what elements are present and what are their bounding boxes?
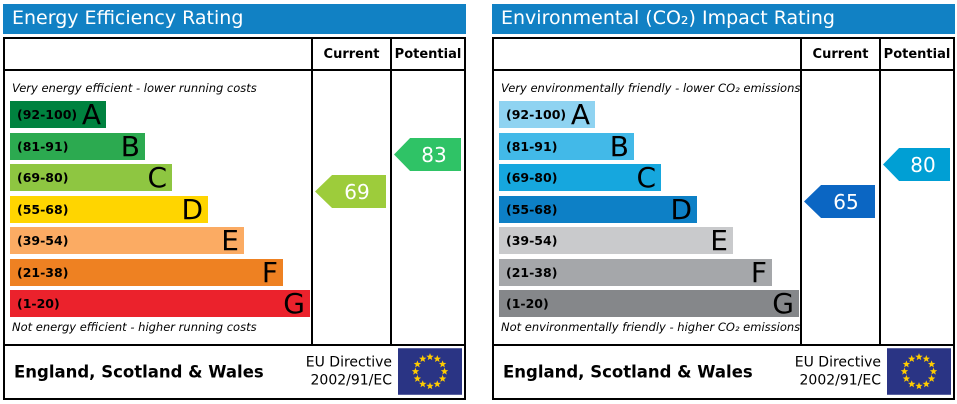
band-c: (69-80) C <box>10 160 172 193</box>
rating-bands: (92-100) A (81-91) B (69-80) C (55-68) D (39-54)… <box>10 97 311 319</box>
potential-rating-value: 83 <box>421 142 447 167</box>
band-range-label: (69-80) <box>17 170 69 185</box>
band-g: (1-20) G <box>499 286 799 319</box>
band-letter: B <box>120 129 140 163</box>
band-range-label: (81-91) <box>17 139 69 154</box>
band-range-label: (92-100) <box>17 107 78 122</box>
top-caption: Very energy efficient - lower running co… <box>12 81 257 95</box>
band-b: (81-91) B <box>499 129 634 162</box>
bottom-caption: Not energy efficient - higher running co… <box>12 320 257 334</box>
band-range-label: (21-38) <box>17 265 69 280</box>
band-range-label: (81-91) <box>506 139 558 154</box>
current-rating-arrow: 65 <box>804 185 875 218</box>
eu-directive-label: EU Directive 2002/91/EC <box>794 354 881 389</box>
band-d: (55-68) D <box>10 192 208 225</box>
band-range-label: (39-54) <box>17 233 69 248</box>
band-e: (39-54) E <box>499 223 733 256</box>
panel-title: Environmental (CO₂) Impact Rating <box>501 7 835 29</box>
band-range-label: (55-68) <box>17 202 69 217</box>
eu-flag-icon <box>887 348 951 395</box>
eu-directive-label: EU Directive 2002/91/EC <box>305 354 392 389</box>
band-b: (81-91) B <box>10 129 145 162</box>
current-column-header: Current <box>812 46 869 62</box>
band-a: (92-100) A <box>499 97 595 130</box>
footer-row-divider <box>494 344 953 346</box>
environmental-impact-panel: Environmental (CO₂) Impact Rating Curren… <box>492 4 955 400</box>
potential-rating-arrow: 80 <box>883 148 950 181</box>
column-divider <box>311 39 313 346</box>
current-rating-arrow: 69 <box>315 175 386 208</box>
region-label: England, Scotland & Wales <box>14 362 264 382</box>
band-range-label: (21-38) <box>506 265 558 280</box>
current-rating-value: 69 <box>344 179 370 204</box>
column-divider <box>390 39 392 346</box>
rating-table: Current Potential Very environmentally f… <box>492 37 955 400</box>
band-letter: B <box>609 129 629 163</box>
band-e: (39-54) E <box>10 223 244 256</box>
band-letter: G <box>772 286 794 320</box>
energy-efficiency-panel: Energy Efficiency Rating Current Potenti… <box>3 4 466 400</box>
current-column-header: Current <box>323 46 380 62</box>
band-letter: F <box>750 255 767 289</box>
band-letter: A <box>81 97 101 131</box>
band-letter: G <box>283 286 305 320</box>
band-d: (55-68) D <box>499 192 697 225</box>
band-a: (92-100) A <box>10 97 106 130</box>
header-row-divider <box>494 69 953 71</box>
potential-rating-value: 80 <box>910 152 936 177</box>
panel-title: Energy Efficiency Rating <box>12 7 244 29</box>
top-caption: Very environmentally friendly - lower CO… <box>501 81 801 95</box>
header-row-divider <box>5 69 464 71</box>
band-range-label: (92-100) <box>506 107 567 122</box>
band-letter: F <box>261 255 278 289</box>
rating-table: Current Potential Very energy efficient … <box>3 37 466 400</box>
footer-row-divider <box>5 344 464 346</box>
band-letter: D <box>181 192 203 226</box>
current-rating-value: 65 <box>833 189 859 214</box>
band-letter: C <box>147 160 167 194</box>
band-g: (1-20) G <box>10 286 310 319</box>
band-range-label: (55-68) <box>506 202 558 217</box>
panel-title-bar: Environmental (CO₂) Impact Rating <box>492 4 955 34</box>
band-range-label: (1-20) <box>506 296 549 311</box>
band-letter: E <box>710 223 728 257</box>
footer: England, Scotland & Wales EU Directive 2… <box>494 346 953 398</box>
potential-column-header: Potential <box>394 46 462 62</box>
band-range-label: (39-54) <box>506 233 558 248</box>
band-range-label: (69-80) <box>506 170 558 185</box>
eu-flag-icon <box>398 348 462 395</box>
band-letter: A <box>570 97 590 131</box>
band-c: (69-80) C <box>499 160 661 193</box>
footer: England, Scotland & Wales EU Directive 2… <box>5 346 464 398</box>
band-f: (21-38) F <box>10 255 283 288</box>
panel-title-bar: Energy Efficiency Rating <box>3 4 466 34</box>
column-divider <box>800 39 802 346</box>
potential-rating-arrow: 83 <box>394 138 461 171</box>
region-label: England, Scotland & Wales <box>503 362 753 382</box>
band-letter: D <box>670 192 692 226</box>
band-letter: E <box>221 223 239 257</box>
potential-column-header: Potential <box>883 46 951 62</box>
band-range-label: (1-20) <box>17 296 60 311</box>
column-divider <box>879 39 881 346</box>
bottom-caption: Not environmentally friendly - higher CO… <box>501 320 801 334</box>
band-letter: C <box>636 160 656 194</box>
band-f: (21-38) F <box>499 255 772 288</box>
rating-bands: (92-100) A (81-91) B (69-80) C (55-68) D (39-54)… <box>499 97 800 319</box>
